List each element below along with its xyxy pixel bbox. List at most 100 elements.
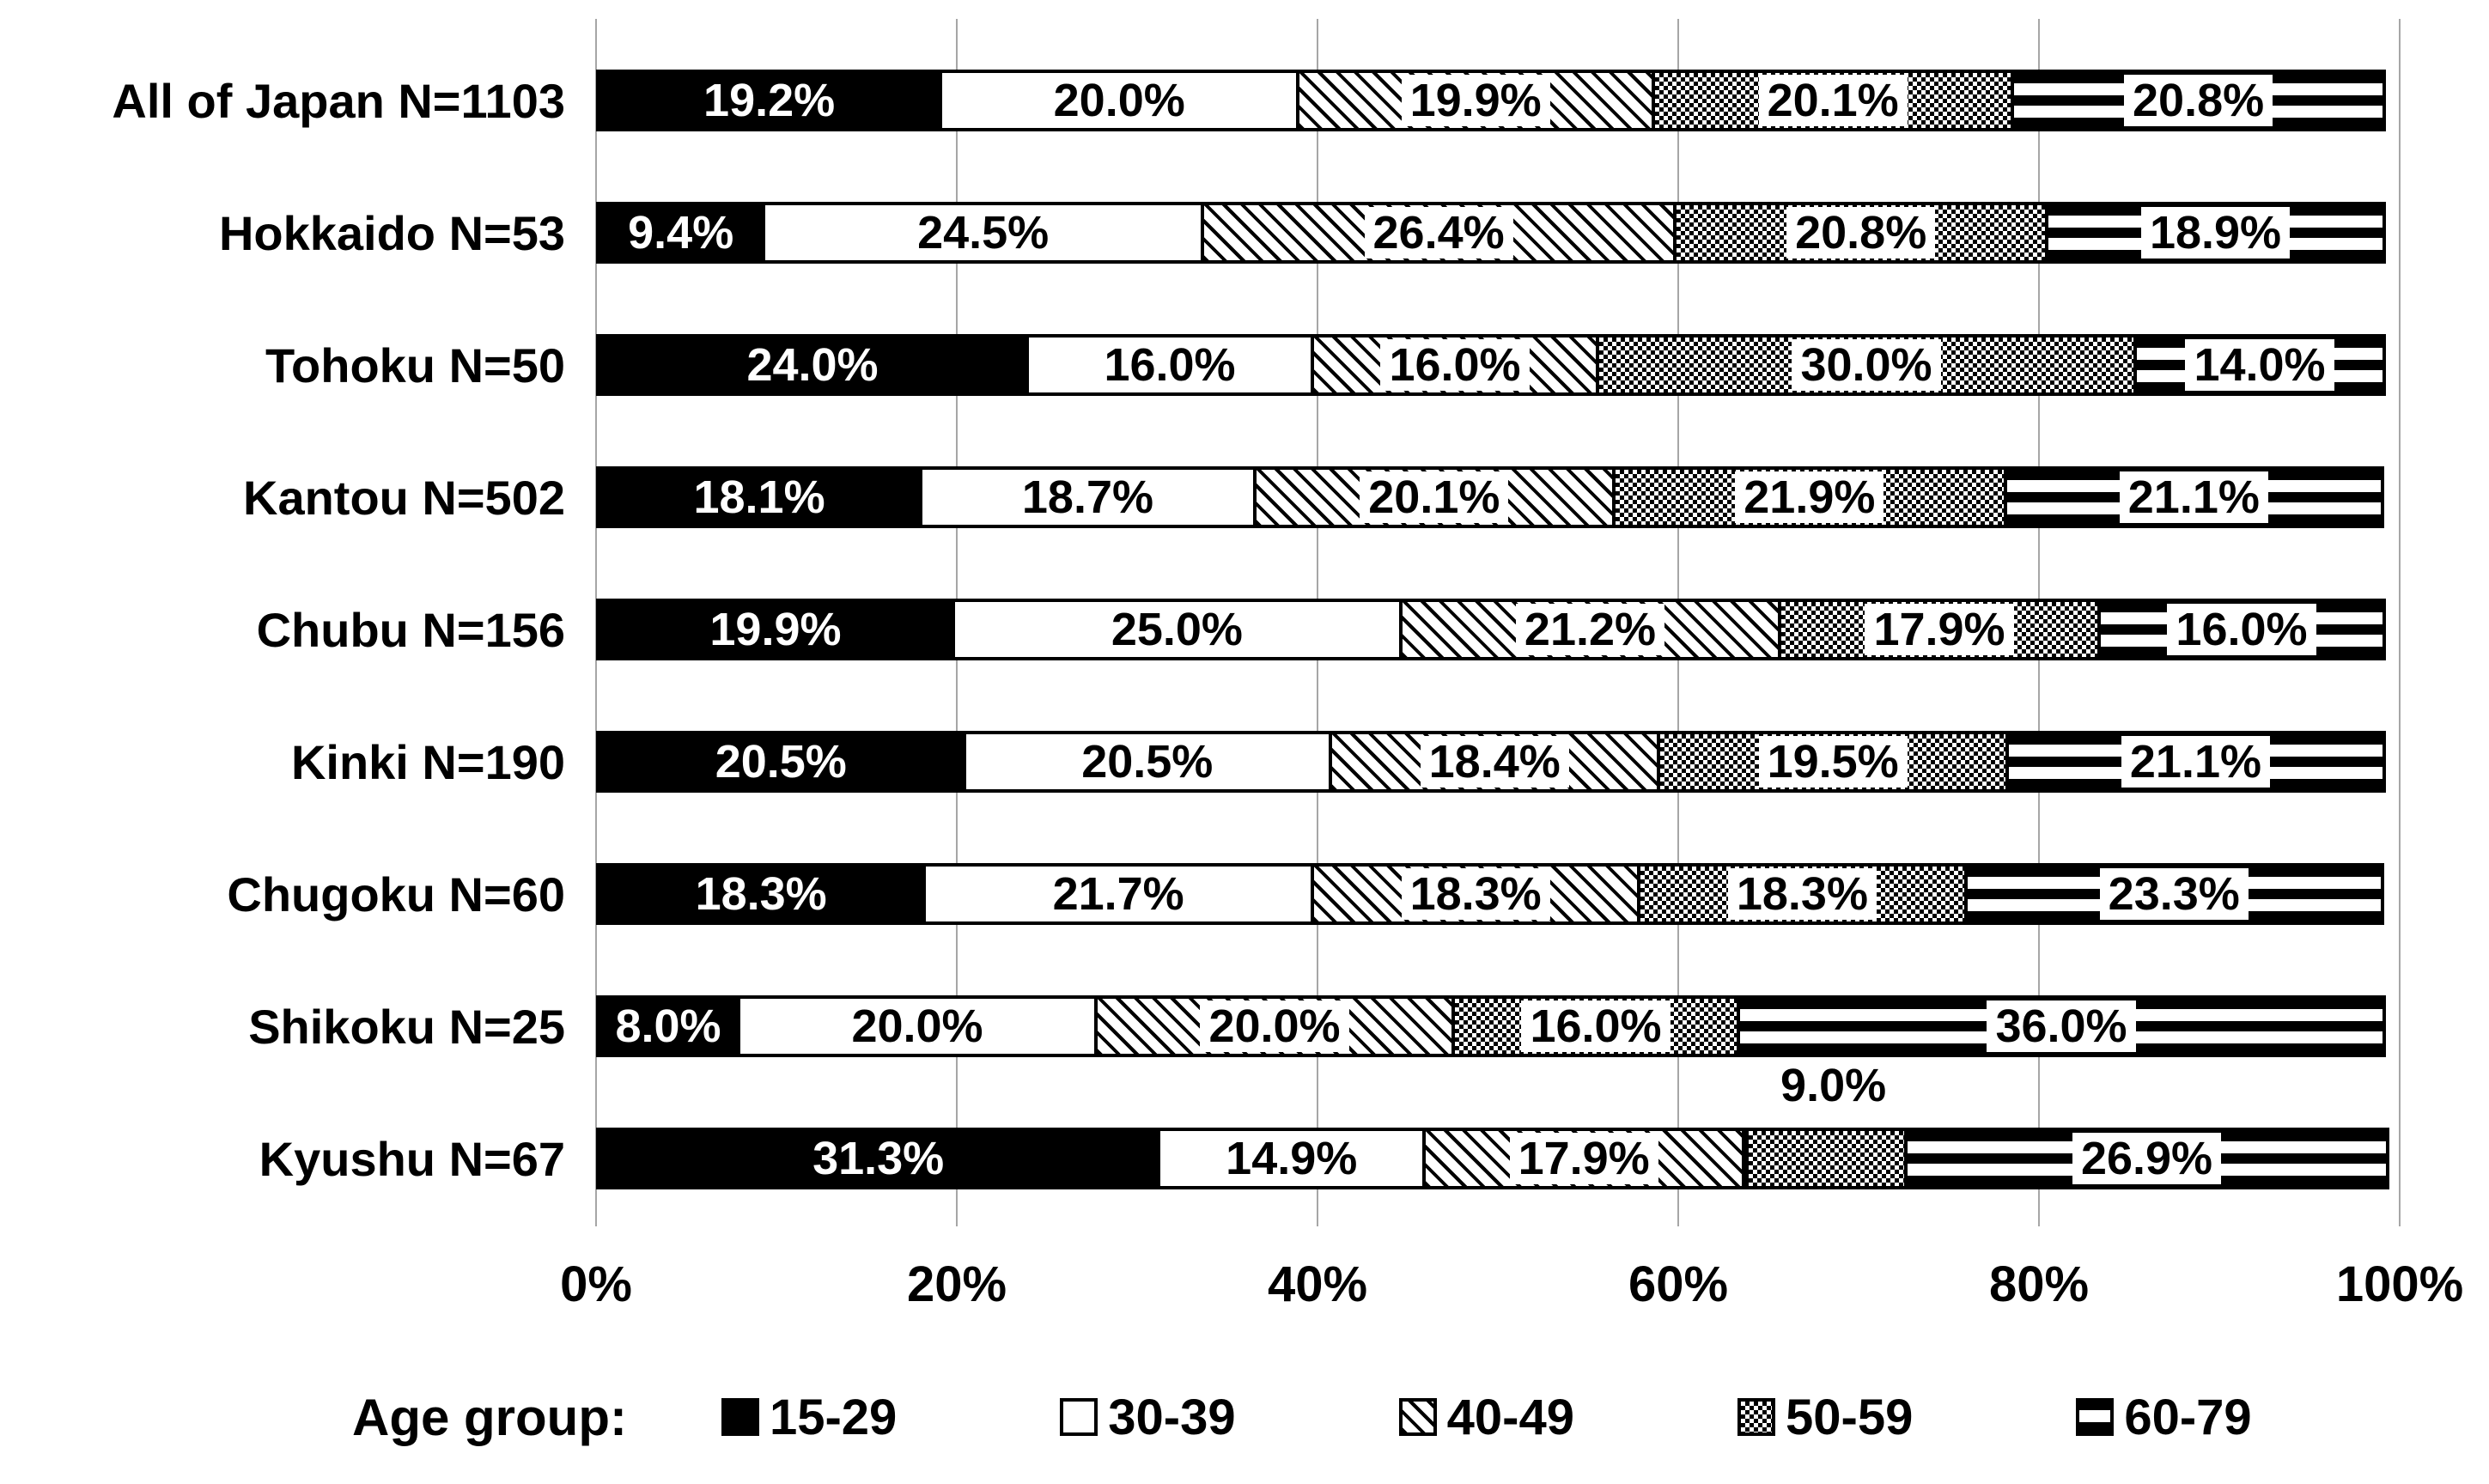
bar-row: Shikoku N=25 8.0% 20.0% 20.0% 16.0% 36.0% [0, 960, 2400, 1092]
legend-item-label: 30-39 [1108, 1389, 1236, 1445]
row-label: Shikoku N=25 [248, 999, 565, 1054]
bar-value-label: 21.2% [1515, 604, 1665, 655]
bar: 8.0% 20.0% 20.0% 16.0% 36.0% [596, 995, 2400, 1057]
bar-segment-40-49: 20.0% [1094, 995, 1455, 1057]
bar-value-label: 20.8% [1786, 207, 1936, 258]
bar-value-label: 21.1% [2119, 471, 2268, 523]
bar-segment-40-49: 19.9% [1296, 70, 1656, 131]
bar-value-label: 8.0% [615, 1000, 721, 1052]
x-tick-label: 0% [560, 1256, 632, 1312]
bar-segment-40-49: 21.2% [1398, 599, 1782, 660]
bar: 19.9% 25.0% 21.2% 17.9% 16.0% [596, 599, 2400, 660]
bar-segment-40-49: 20.1% [1252, 466, 1616, 528]
bar: 18.3% 21.7% 18.3% 18.3% 23.3% [596, 863, 2400, 925]
bars: All of Japan N=1103 19.2% 20.0% 19.9% 20.1% 2… [0, 34, 2400, 1225]
bar-value-label: 19.5% [1758, 736, 1908, 788]
bar-row: Hokkaido N=53 9.4% 24.5% 26.4% 20.8% 18.9% [0, 167, 2400, 299]
bar-segment-40-49: 18.3% [1310, 863, 1641, 925]
bar-segment-30-39: 20.0% [939, 70, 1300, 131]
bar-value-label: 20.5% [715, 736, 847, 788]
bar-value-label: 19.9% [709, 604, 842, 655]
bar-value-label: 20.0% [1200, 1000, 1349, 1052]
legend-item: 40-49 [1398, 1389, 1574, 1446]
x-tick-label: 60% [1628, 1256, 1729, 1312]
bar-segment-60-79: 23.3% [1963, 863, 2384, 925]
bar-row: Chubu N=156 19.9% 25.0% 21.2% 17.9% 16.0% [0, 563, 2400, 696]
bar-segment-15-29: 9.4% [596, 202, 766, 264]
bar-segment-15-29: 18.1% [596, 466, 923, 528]
bar-segment-30-39: 20.0% [737, 995, 1098, 1057]
bar-row: Kinki N=190 20.5% 20.5% 18.4% 19.5% 21.1% [0, 696, 2400, 828]
legend-item-label: 60-79 [2124, 1389, 2252, 1445]
bar-segment-50-59 [1745, 1128, 1908, 1189]
bar-segment-15-29: 24.0% [596, 334, 1029, 396]
legend-item: 15-29 [721, 1389, 897, 1446]
bar: 24.0% 16.0% 16.0% 30.0% 14.0% [596, 334, 2400, 396]
bar-segment-50-59: 18.3% [1637, 863, 1968, 925]
bar-value-label: 19.2% [703, 75, 836, 126]
bar-segment-30-39: 16.0% [1025, 334, 1314, 396]
row-label: Kantou N=502 [243, 470, 565, 525]
bar-segment-60-79: 26.9% [1904, 1128, 2389, 1189]
row-label: Kyushu N=67 [259, 1131, 565, 1186]
bar-segment-60-79: 18.9% [2045, 202, 2386, 264]
bar-segment-60-79: 36.0% [1737, 995, 2386, 1057]
bar-value-label: 18.7% [1021, 471, 1153, 523]
bar-row: Chugoku N=60 18.3% 21.7% 18.3% 18.3% 23.3% [0, 828, 2400, 960]
bar-value-label: 18.4% [1420, 736, 1569, 788]
bar-segment-15-29: 19.9% [596, 599, 955, 660]
bar-segment-30-39: 14.9% [1157, 1128, 1427, 1189]
bar-value-label: 18.1% [693, 471, 825, 523]
bar-segment-30-39: 21.7% [922, 863, 1314, 925]
bar-value-label: 26.9% [2072, 1133, 2222, 1184]
bar-segment-50-59: 20.1% [1652, 70, 2015, 131]
bar-segment-40-49: 18.4% [1329, 731, 1661, 793]
row-label: All of Japan N=1103 [112, 73, 565, 128]
legend-item-label: 40-49 [1446, 1389, 1574, 1445]
bar-value-label: 26.4% [1364, 207, 1513, 258]
row-label: Chugoku N=60 [227, 867, 565, 921]
gridline [2399, 19, 2401, 1226]
bar-value-label: 21.9% [1735, 471, 1884, 523]
bar-segment-30-39: 18.7% [919, 466, 1257, 528]
bar-segment-40-49: 17.9% [1422, 1128, 1746, 1189]
x-tick-label: 40% [1267, 1256, 1368, 1312]
row-label: Tohoku N=50 [265, 338, 565, 392]
legend-swatch-white-icon [1060, 1398, 1098, 1436]
legend-item: 60-79 [2076, 1389, 2252, 1446]
bar-value-label: 9.4% [628, 207, 734, 258]
bar-segment-30-39: 24.5% [762, 202, 1204, 264]
bar: 19.2% 20.0% 19.9% 20.1% 20.8% [596, 70, 2400, 131]
bar-value-label: 24.5% [917, 207, 1050, 258]
bar-value-label: 20.0% [851, 1000, 983, 1052]
outside-value-label: 9.0% [1780, 1060, 1887, 1111]
bar-value-label: 17.9% [1509, 1133, 1658, 1184]
bar-segment-40-49: 16.0% [1311, 334, 1599, 396]
bar: 31.3% 14.9% 17.9% 9.0% 26.9% [596, 1060, 2400, 1189]
bar: 9.4% 24.5% 26.4% 20.8% 18.9% [596, 202, 2400, 264]
bar-value-label: 19.9% [1401, 75, 1550, 126]
bar-value-label: 21.1% [2121, 736, 2270, 788]
bar-segment-30-39: 25.0% [951, 599, 1403, 660]
bar-segment-50-59: 19.5% [1657, 731, 2009, 793]
bar-value-label: 23.3% [2099, 868, 2249, 920]
bar-value-label: 18.9% [2140, 207, 2291, 258]
bar-value-label: 18.3% [1401, 868, 1550, 920]
bar-segment-50-59: 21.9% [1611, 466, 2007, 528]
legend-item-label: 15-29 [769, 1389, 898, 1445]
bar-segment-60-79: 21.1% [2005, 731, 2386, 793]
legend: Age group: 15-29 30-39 40-49 50-59 60-79 [352, 1374, 2437, 1460]
bar-value-label: 16.0% [2167, 604, 2316, 655]
row-label: Chubu N=156 [256, 602, 565, 657]
bar-segment-50-59: 30.0% [1596, 334, 2137, 396]
row-label: Hokkaido N=53 [218, 205, 565, 260]
bar-value-label: 17.9% [1865, 604, 2014, 655]
bar-segment-60-79: 20.8% [2011, 70, 2386, 131]
bar-value-label: 20.8% [2124, 75, 2273, 126]
bar-value-label: 30.0% [1792, 339, 1941, 391]
legend-title: Age group: [352, 1388, 627, 1446]
legend-items: 15-29 30-39 40-49 50-59 60-79 [721, 1389, 2415, 1446]
legend-item-label: 50-59 [1785, 1389, 1914, 1445]
bar-value-label: 20.1% [1360, 471, 1509, 523]
